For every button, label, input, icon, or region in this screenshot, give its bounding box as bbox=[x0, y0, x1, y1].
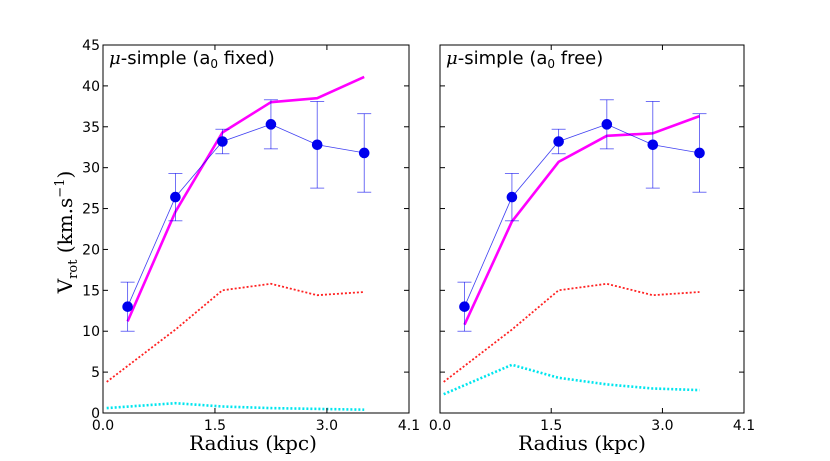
observed-point bbox=[170, 191, 181, 203]
x-tick-label: 1.5 bbox=[540, 418, 562, 434]
panel-title-sub: 0 bbox=[210, 57, 218, 71]
gas-curve bbox=[443, 282, 700, 383]
x-tick-label: 4.1 bbox=[398, 418, 420, 434]
y-axis-title-sub: rot bbox=[66, 259, 81, 279]
panel-title-sub: 0 bbox=[547, 57, 555, 71]
y-axis-title: Vrot (km.s−1) bbox=[53, 171, 81, 295]
observed-point bbox=[217, 136, 228, 147]
stars-curve bbox=[443, 363, 700, 396]
panel-title-text: -simple (a bbox=[458, 48, 548, 69]
panel-title: μ-simple (a0 fixed) bbox=[109, 48, 275, 71]
model-curve bbox=[126, 75, 365, 322]
x-tick-label: 3.0 bbox=[651, 418, 673, 434]
x-tick-label: 3.0 bbox=[316, 418, 338, 434]
panel-title: μ-simple (a0 free) bbox=[446, 48, 603, 71]
y-tick-label: 25 bbox=[82, 202, 100, 218]
x-tick-label: 0.0 bbox=[429, 418, 451, 434]
plot-frame bbox=[439, 44, 745, 414]
panel-title-mu: μ bbox=[109, 48, 121, 69]
gas-curve bbox=[106, 282, 365, 383]
x-tick-label: 4.1 bbox=[733, 418, 755, 434]
panel-title-end: free) bbox=[555, 48, 603, 69]
observed-point bbox=[553, 136, 564, 147]
chart-panel-1: 0.0 1.5 3.0 4.1 0 5 10 15 20 25 30 35 40 45 μ-simple (… bbox=[82, 38, 420, 434]
stars-curve bbox=[106, 401, 365, 411]
observed-curve bbox=[464, 123, 700, 307]
observed-point bbox=[122, 301, 133, 312]
panel-title-end: fixed) bbox=[218, 48, 275, 69]
y-tick-label: 15 bbox=[82, 283, 100, 299]
observed-curve bbox=[127, 123, 365, 307]
observed-point bbox=[647, 139, 659, 151]
x-axis-title-right: Radius (kpc) bbox=[518, 431, 646, 455]
x-tick-label: 0.0 bbox=[92, 418, 114, 434]
y-tick-label: 10 bbox=[82, 324, 100, 340]
observed-point bbox=[311, 139, 323, 151]
model-curve bbox=[463, 114, 700, 326]
y-tick-label: 30 bbox=[82, 161, 100, 177]
y-axis-title-units: (km.s bbox=[53, 198, 77, 260]
y-axis-title-main: V bbox=[53, 278, 77, 294]
y-tick-label: 0 bbox=[91, 406, 100, 422]
y-tick-label: 35 bbox=[82, 120, 100, 136]
observed-point bbox=[265, 119, 277, 130]
observed-point bbox=[601, 119, 613, 130]
y-tick-label: 5 bbox=[91, 365, 100, 381]
observed-point bbox=[459, 301, 470, 312]
y-axis-title-close: ) bbox=[53, 171, 77, 179]
panel-title-mu: μ bbox=[446, 48, 458, 69]
x-axis-title-left: Radius (kpc) bbox=[189, 431, 317, 455]
plot-frame bbox=[102, 44, 410, 414]
chart-panel-2: 0.0 1.5 3.0 4.1 μ-simple (a0 free) bbox=[429, 44, 755, 434]
y-tick-label: 45 bbox=[82, 38, 100, 54]
y-tick-label: 20 bbox=[82, 242, 100, 258]
y-tick-label: 40 bbox=[82, 79, 100, 95]
observed-point bbox=[506, 191, 518, 203]
observed-point bbox=[358, 147, 370, 159]
panel-title-text: -simple (a bbox=[121, 48, 211, 69]
y-axis-title-exp: −1 bbox=[53, 179, 68, 198]
observed-point bbox=[694, 147, 705, 159]
x-tick-label: 1.5 bbox=[204, 418, 226, 434]
